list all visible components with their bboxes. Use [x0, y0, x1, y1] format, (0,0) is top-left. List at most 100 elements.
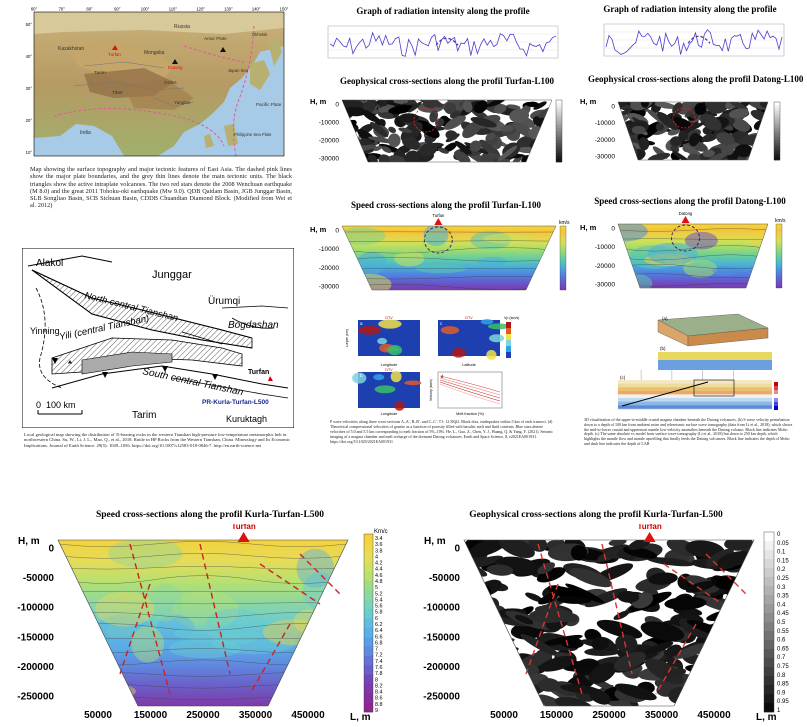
label-profile: PR-Kurla-Turfan-L500 [202, 399, 269, 406]
colorbar-tick: 4.2 [375, 561, 383, 567]
datong-speed-title: Speed cross-sections along the profil Da… [594, 196, 786, 206]
longitude-axis-label: Longitude [381, 412, 398, 416]
latitude-tick-label: 50° [26, 22, 33, 27]
longitude-tick-label: 140° [252, 7, 261, 12]
pwave-caption: P wave velocities along three cross-sect… [330, 420, 554, 444]
colorbar [775, 223, 783, 289]
x-tick-label: 350000 [239, 710, 273, 721]
svg-text:(b): (b) [660, 346, 666, 351]
y-tick-label: -30000 [319, 156, 340, 163]
y-tick-label: -200000 [17, 662, 54, 673]
turfan-speed-section: H, m 0 -10000 -20000 -30000 km/s Turfan [306, 212, 574, 296]
colorbar-tick: 0.85 [777, 682, 789, 688]
y-tick-label: -20000 [319, 265, 340, 272]
colorbar-tick: 7.4 [375, 659, 383, 665]
pwave-figure: a DTV c DTV b DTV Depth (km) Longitude Latitude L… [345, 314, 532, 416]
y-axis-label: H, m [310, 97, 327, 106]
y-tick-label: -10000 [595, 120, 616, 127]
colorbar-tick: 0.05 [777, 541, 789, 547]
fault-line [655, 623, 697, 695]
colorbar-tick: 0.1 [777, 550, 786, 556]
map-label: Amur Plate [204, 36, 227, 41]
turfan-marker [643, 532, 656, 542]
colorbar-tick: 0.4 [777, 602, 786, 608]
anomaly-marker [435, 37, 459, 46]
datong-speed-section: H, m 0 -10000 -20000 -30000 km/s Datong [576, 210, 798, 296]
y-tick-label: -20000 [319, 138, 340, 145]
volcano-label: Turfan [432, 213, 445, 218]
colorbar-tick: 6.4 [375, 628, 383, 634]
fault-line [259, 563, 321, 605]
colorbar-tick: 1 [777, 708, 781, 714]
colorbar-tick: 0.9 [777, 690, 786, 696]
colorbar-tick: 4.8 [375, 579, 383, 585]
label-tarim: Tarim [132, 410, 156, 421]
melt-axis-label: Melt fraction (%) [456, 412, 484, 416]
colorbar-tick: 0.45 [777, 611, 789, 617]
colorbar-tick: 0.55 [777, 629, 789, 635]
colorbar-tick: 8.8 [375, 702, 383, 708]
colorbar-tick: 0.7 [777, 655, 786, 661]
longitude-tick-label: 100° [141, 7, 150, 12]
colorbar-tick: 3.4 [375, 536, 383, 542]
map-label: India [80, 130, 91, 136]
colorbar-tick: 5 [375, 585, 378, 591]
panel-letter: d [441, 374, 444, 379]
y-tick-label: -10000 [319, 120, 340, 127]
y-axis-label: H, m [424, 536, 446, 547]
y-tick-label: -100000 [17, 603, 54, 614]
colorbar-tick: 5.2 [375, 591, 383, 597]
x-axis-label: L, m [756, 712, 777, 722]
colorbar-tick: 0.3 [777, 585, 786, 591]
fault-line [249, 623, 291, 695]
volcano-marker [434, 218, 443, 225]
x-tick-label: 450000 [291, 710, 325, 721]
colorbar-tick: 7.6 [375, 665, 383, 671]
radiation-curve [329, 31, 557, 57]
map-label: Kazakhstan [58, 46, 84, 52]
map-label: Tarim [94, 70, 106, 76]
datong3d-caption: 3D visualization of the upper-to-middle … [584, 418, 793, 446]
panel-letter: b [360, 373, 363, 378]
colorbar-tick: 0.2 [777, 567, 786, 573]
longitude-tick-label: 150° [280, 7, 289, 12]
latitude-tick-label: 20° [26, 118, 33, 123]
colorbar-unit: km/s [775, 218, 786, 224]
label-turfan: Turfan [248, 369, 269, 376]
anomaly-circle [423, 226, 453, 254]
fault-line [537, 543, 583, 695]
panel-letter: a [360, 321, 363, 326]
volcano-label: Datong [679, 211, 693, 216]
y-tick-label: -50000 [23, 573, 55, 584]
y-tick-label: 0 [335, 102, 339, 109]
colorbar-tick: 0 [777, 532, 781, 538]
map-label: Ordos [164, 80, 177, 85]
colorbar-tick: 0.15 [777, 558, 789, 564]
colorbar-tick: 0.25 [777, 576, 789, 582]
y-tick-label: 0 [611, 104, 615, 111]
colorbar-tick: 3.8 [375, 548, 383, 554]
longitude-tick-label: 80° [86, 7, 93, 12]
turfan-marker [237, 532, 250, 542]
fault-line [129, 543, 171, 695]
colorbar-tick: 0.35 [777, 594, 789, 600]
colorbar-tick: 8.4 [375, 690, 383, 696]
map-label: Mongolia [144, 50, 165, 56]
kurla-geo-section: 0 -50000 -100000 -150000 -200000 -250000 50000… [402, 522, 807, 723]
east-asia-map: Datong Turfan Russia Kazakhstan Mongolia… [24, 6, 294, 162]
turfan-geo-section: H, m 0 -10000 -20000 -30000 [306, 92, 574, 168]
y-tick-label: 0 [335, 228, 339, 235]
x-tick-label: 250000 [592, 710, 626, 721]
colorbar-tick: 6.2 [375, 622, 383, 628]
y-tick-label: -150000 [17, 632, 54, 643]
y-tick-label: -20000 [595, 263, 616, 270]
label-urumqi: Ürumqi [208, 295, 240, 307]
longitude-tick-label: 130° [224, 7, 233, 12]
fault-line [601, 543, 633, 675]
longitude-ticks: 60° 70° 80° 90° 100° 110° 120° 130° 140° 150° [31, 7, 289, 12]
label-yinning: Yinning [30, 326, 60, 336]
colorbar-tick: 6 [375, 616, 378, 622]
turfan-geo-title: Geophysical cross-sections along the pro… [340, 76, 554, 86]
latitude-tick-label: 10° [26, 150, 33, 155]
svg-text:(a): (a) [662, 316, 668, 321]
